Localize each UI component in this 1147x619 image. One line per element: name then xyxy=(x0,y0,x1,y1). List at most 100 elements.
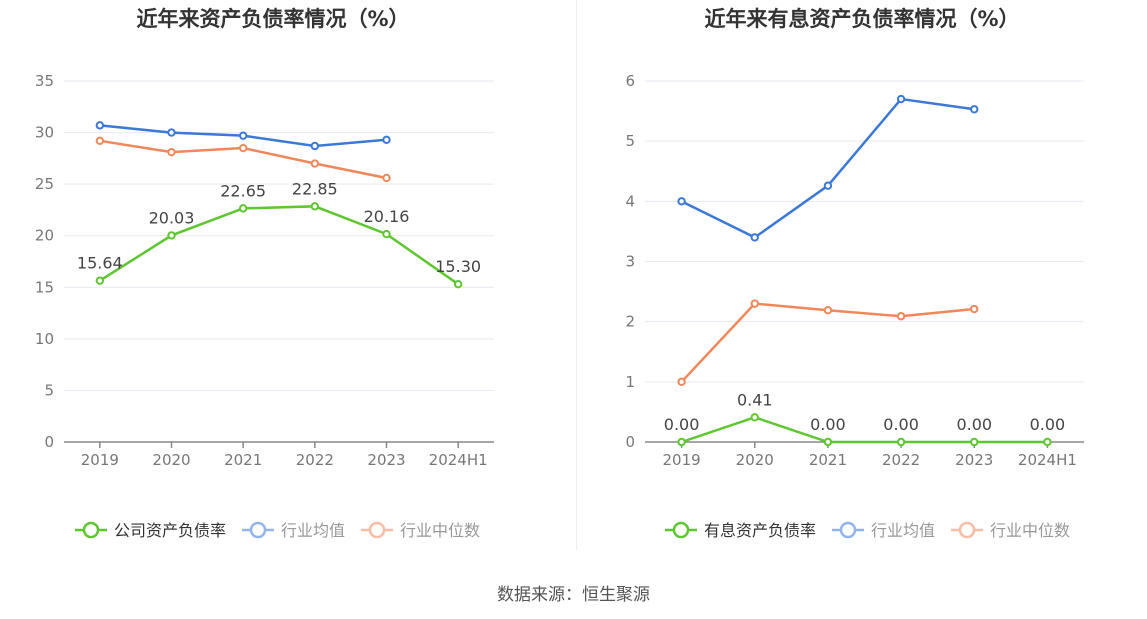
legend-label: 行业均值 xyxy=(281,521,345,540)
legend-item: 行业均值 xyxy=(832,521,935,540)
chart-2: 近年来有息资产负债率情况（%） 0 1 2 3 4 5 6 2019 2020 2021 2022 20… xyxy=(625,7,1084,540)
data-label: 20.16 xyxy=(364,207,410,226)
x-tick-label: 2020 xyxy=(736,451,774,469)
x-tick-label: 2022 xyxy=(296,451,334,469)
data-point xyxy=(677,377,686,387)
x-tick-label: 2024H1 xyxy=(429,451,488,469)
data-point xyxy=(677,197,686,206)
y-tick-label: 5 xyxy=(625,132,635,150)
data-label: 22.65 xyxy=(220,181,266,200)
data-label: 22.85 xyxy=(292,179,338,198)
x-tick-label: 2024H1 xyxy=(1018,451,1077,469)
series-1: 0.00 0.41 0.00 0.00 0.00 0.00 xyxy=(664,390,1066,447)
series-3 xyxy=(95,136,391,183)
legend-item: 公司资产负债率 xyxy=(75,521,226,540)
x-tick-label: 2023 xyxy=(367,451,405,469)
legend-label: 行业均值 xyxy=(871,521,935,540)
legend-item: 有息资产负债率 xyxy=(665,521,816,540)
chart-title: 近年来有息资产负债率情况（%） xyxy=(704,7,1019,31)
y-tick-label: 25 xyxy=(35,175,54,193)
data-point xyxy=(238,131,248,140)
chart-1: 近年来资产负债率情况（%） 0 5 10 15 20 25 30 35 2019 2020 2021 2… xyxy=(35,7,494,540)
data-point xyxy=(310,202,320,211)
legend-swatch-marker xyxy=(368,521,386,539)
data-point xyxy=(238,204,248,213)
y-tick-label: 1 xyxy=(625,373,635,391)
x-tick-label: 2022 xyxy=(882,451,920,469)
data-point xyxy=(896,312,906,321)
legend: 公司资产负债率 行业均值 行业中位数 xyxy=(75,521,480,540)
y-tick-label: 4 xyxy=(625,192,635,210)
legend-swatch-marker xyxy=(672,521,690,539)
data-point xyxy=(970,304,979,314)
legend-swatch-marker xyxy=(958,521,976,539)
data-point xyxy=(95,136,105,146)
data-point xyxy=(677,437,686,447)
chart-divider xyxy=(576,0,577,550)
data-label: 0.00 xyxy=(883,415,919,434)
x-tick-label: 2021 xyxy=(224,451,262,469)
legend-item: 行业中位数 xyxy=(361,521,480,540)
data-source-note: 数据来源：恒生聚源 xyxy=(497,585,650,605)
legend-label: 行业中位数 xyxy=(990,521,1070,540)
legend-label: 公司资产负债率 xyxy=(114,521,226,540)
legend-item: 行业均值 xyxy=(242,521,345,540)
data-point xyxy=(1043,437,1052,447)
series-3 xyxy=(677,299,979,387)
series-line xyxy=(681,416,1048,444)
y-tick-label: 30 xyxy=(35,124,54,142)
data-point xyxy=(823,306,833,315)
legend-swatch-marker xyxy=(839,521,857,539)
series-2 xyxy=(95,121,391,151)
series-2 xyxy=(677,94,979,242)
series-line xyxy=(680,302,975,383)
y-tick-label: 0 xyxy=(625,433,635,451)
data-point xyxy=(382,229,391,239)
legend: 有息资产负债率 行业均值 行业中位数 xyxy=(665,521,1070,540)
y-tick-label: 6 xyxy=(625,72,635,90)
legend-swatch-marker xyxy=(82,521,100,539)
data-point xyxy=(310,159,320,168)
series-1: 15.64 20.03 22.65 22.85 20.16 15.30 xyxy=(77,179,481,289)
legend-swatch-marker xyxy=(249,521,267,539)
data-point xyxy=(823,437,833,447)
legend-item: 行业中位数 xyxy=(951,521,1070,540)
data-label: 0.00 xyxy=(810,415,846,434)
y-tick-label: 5 xyxy=(44,381,54,399)
data-point xyxy=(453,279,463,289)
legend-label: 有息资产负债率 xyxy=(704,521,816,540)
data-point xyxy=(970,437,979,447)
data-point xyxy=(896,94,906,104)
y-tick-label: 10 xyxy=(35,330,54,348)
data-point xyxy=(970,105,979,114)
data-label: 0.00 xyxy=(956,415,992,434)
series-line xyxy=(99,205,459,286)
legend-label: 行业中位数 xyxy=(400,521,480,540)
data-point xyxy=(382,173,391,183)
data-label: 0.00 xyxy=(1030,415,1066,434)
data-label: 20.03 xyxy=(149,208,195,227)
x-tick-label: 2021 xyxy=(809,451,847,469)
y-tick-label: 20 xyxy=(35,227,54,245)
data-point xyxy=(95,121,105,130)
data-point xyxy=(750,299,759,308)
data-point xyxy=(310,141,320,151)
data-label: 0.00 xyxy=(664,415,700,434)
x-tick-label: 2020 xyxy=(152,451,190,469)
data-point xyxy=(167,147,176,157)
x-tick-label: 2019 xyxy=(662,451,700,469)
series-line xyxy=(681,97,975,239)
data-point xyxy=(750,233,759,242)
x-tick-label: 2019 xyxy=(81,451,119,469)
data-point xyxy=(382,135,391,144)
data-point xyxy=(167,231,176,240)
chart-title: 近年来资产负债率情况（%） xyxy=(136,7,409,31)
y-tick-label: 0 xyxy=(44,433,54,451)
y-tick-label: 3 xyxy=(625,253,635,271)
x-tick-label: 2023 xyxy=(955,451,993,469)
data-point xyxy=(823,181,833,190)
data-point xyxy=(238,143,248,153)
data-label: 0.41 xyxy=(737,390,773,409)
data-label: 15.30 xyxy=(435,257,481,276)
